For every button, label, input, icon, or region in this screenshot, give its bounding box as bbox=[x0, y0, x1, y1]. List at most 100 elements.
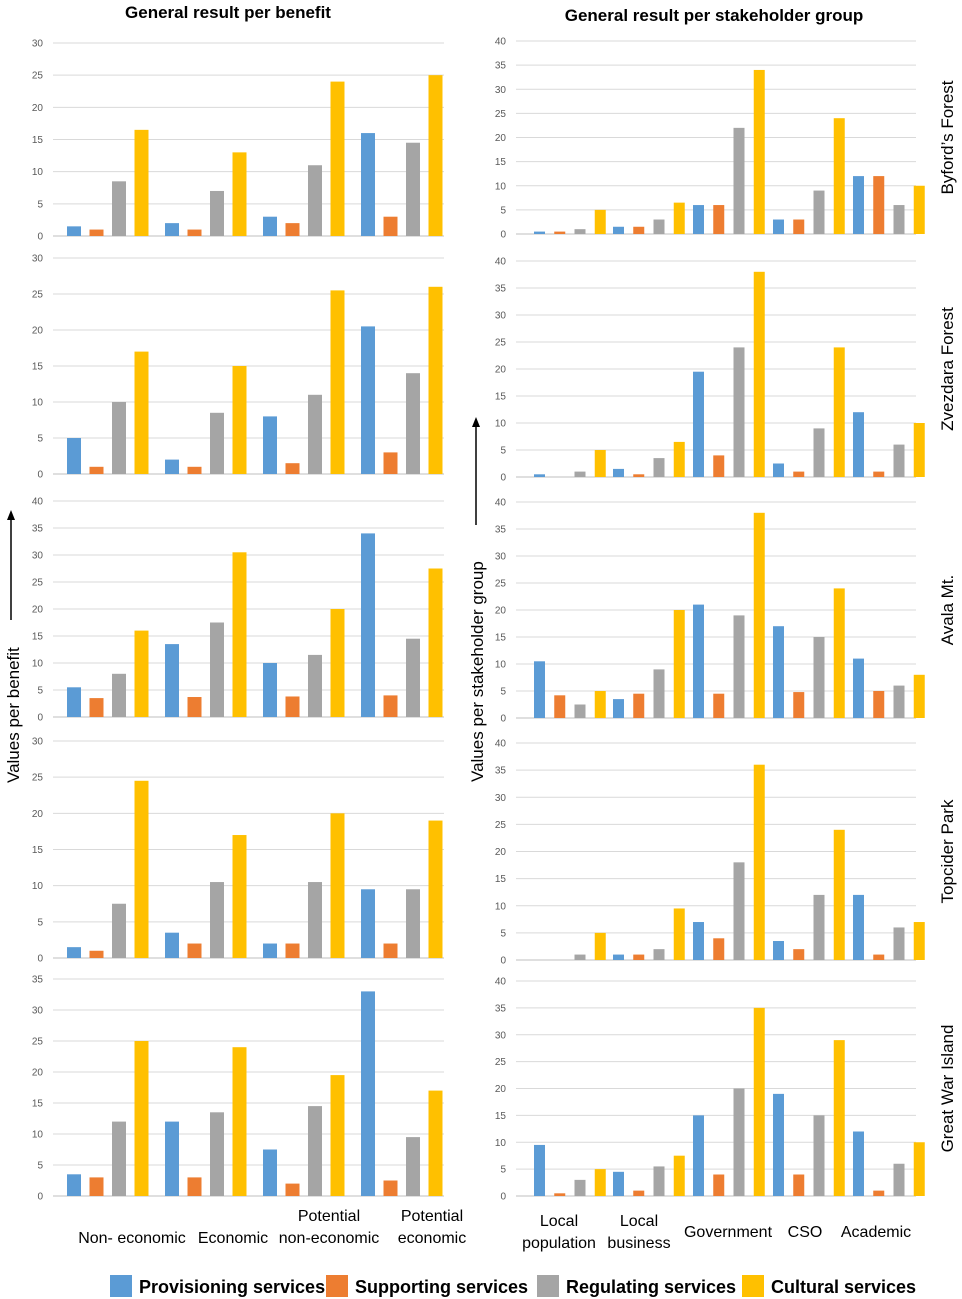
bar-right-0-s2-c4 bbox=[893, 205, 905, 234]
bar-right-4-s0-c0 bbox=[534, 1144, 545, 1196]
y-tick-label: 5 bbox=[37, 686, 43, 697]
y-tick-label: 20 bbox=[495, 365, 507, 376]
bar-left-3-s2-c1 bbox=[210, 882, 224, 958]
bar-right-4-s1-c3 bbox=[793, 1174, 805, 1196]
bar-right-3-s2-c2 bbox=[733, 862, 745, 960]
bar-right-2-s3-c2 bbox=[753, 512, 765, 718]
y-tick-label: 20 bbox=[32, 1068, 44, 1079]
y-tick-label: 5 bbox=[500, 205, 506, 216]
y-tick-label: 40 bbox=[495, 739, 507, 750]
y-tick-label: 30 bbox=[495, 1030, 507, 1041]
bar-right-4-s3-c4 bbox=[913, 1142, 925, 1196]
bar-right-1-s0-c2 bbox=[693, 371, 704, 477]
bar-right-4-s1-c1 bbox=[633, 1190, 645, 1196]
y-tick-label: 25 bbox=[495, 820, 507, 831]
bar-left-1-s1-c1 bbox=[187, 466, 202, 474]
y-tick-label: 10 bbox=[495, 660, 507, 671]
bar-right-3-s2-c0 bbox=[574, 954, 586, 960]
bar-right-0-s0-c0 bbox=[534, 231, 545, 234]
right-category-label: Academic bbox=[841, 1224, 911, 1241]
bar-left-0-s1-c1 bbox=[187, 229, 202, 236]
bar-left-3-s1-c2 bbox=[285, 943, 300, 958]
bar-right-0-s1-c4 bbox=[873, 176, 885, 234]
bar-right-4-s2-c0 bbox=[574, 1179, 586, 1196]
y-tick-label: 30 bbox=[32, 737, 44, 748]
y-tick-label: 10 bbox=[32, 881, 44, 892]
bar-right-1-s0-c0 bbox=[534, 474, 545, 477]
bar-left-1-s0-c2 bbox=[263, 416, 277, 474]
y-tick-label: 30 bbox=[495, 552, 507, 563]
bar-left-2-s1-c2 bbox=[285, 696, 300, 717]
y-tick-label: 20 bbox=[32, 326, 44, 337]
y-tick-label: 25 bbox=[32, 578, 44, 589]
bar-right-0-s1-c1 bbox=[633, 226, 645, 234]
bar-right-2-s1-c0 bbox=[554, 695, 566, 718]
left-category-label: Economic bbox=[198, 1230, 268, 1247]
site-label: Great War Island bbox=[938, 1025, 957, 1153]
bar-right-1-s1-c3 bbox=[793, 471, 805, 477]
legend-swatch bbox=[742, 1275, 764, 1297]
y-tick-label: 30 bbox=[495, 311, 507, 322]
bar-left-4-s2-c3 bbox=[406, 1137, 420, 1196]
y-tick-label: 25 bbox=[495, 1057, 507, 1068]
bar-right-4-s3-c1 bbox=[673, 1155, 685, 1196]
y-tick-label: 40 bbox=[495, 498, 507, 509]
bar-left-3-s2-c0 bbox=[112, 903, 126, 958]
bar-right-2-s3-c0 bbox=[594, 691, 606, 718]
bar-right-2-s2-c0 bbox=[574, 704, 586, 718]
legend-swatch bbox=[537, 1275, 559, 1297]
y-tick-label: 30 bbox=[32, 1006, 44, 1017]
bar-left-1-s1-c3 bbox=[383, 452, 398, 474]
bar-left-4-s3-c3 bbox=[428, 1090, 443, 1196]
y-tick-label: 30 bbox=[32, 551, 44, 562]
y-tick-label: 5 bbox=[500, 446, 506, 457]
bar-left-0-s1-c3 bbox=[383, 216, 398, 236]
bar-right-2-s1-c2 bbox=[713, 693, 725, 718]
bar-left-4-s0-c2 bbox=[263, 1149, 277, 1196]
bar-right-1-s2-c2 bbox=[733, 347, 745, 477]
legend-label: Cultural services bbox=[771, 1277, 916, 1297]
bar-right-3-s3-c3 bbox=[833, 829, 845, 960]
right-panel-2: 0 5 10 15 20 25 30 35 40 bbox=[495, 498, 925, 725]
bar-right-4-s0-c3 bbox=[773, 1093, 784, 1196]
bar-left-4-s0-c3 bbox=[361, 991, 375, 1196]
bar-right-2-s0-c1 bbox=[613, 699, 624, 718]
bar-left-3-s2-c3 bbox=[406, 889, 420, 958]
y-tick-label: 35 bbox=[495, 1003, 507, 1014]
legend-swatch bbox=[326, 1275, 348, 1297]
bar-right-4-s1-c0 bbox=[554, 1193, 566, 1196]
bar-left-0-s3-c1 bbox=[232, 152, 247, 236]
bar-left-3-s3-c1 bbox=[232, 835, 247, 958]
bar-right-0-s2-c3 bbox=[813, 190, 825, 234]
bar-left-2-s0-c0 bbox=[67, 687, 81, 717]
bar-right-3-s2-c4 bbox=[893, 927, 905, 960]
bar-right-0-s2-c2 bbox=[733, 127, 745, 234]
bar-right-2-s1-c1 bbox=[633, 693, 645, 718]
bar-right-3-s1-c1 bbox=[633, 954, 645, 960]
bar-left-1-s2-c2 bbox=[308, 394, 322, 474]
right-panel-4: 0 5 10 15 20 25 30 35 40 bbox=[495, 977, 925, 1203]
bar-right-0-s0-c3 bbox=[773, 219, 784, 234]
bar-right-2-s0-c4 bbox=[853, 658, 864, 718]
y-tick-label: 10 bbox=[495, 1138, 507, 1149]
y-tick-label: 25 bbox=[495, 109, 507, 120]
left-category-label: Potential non-economic bbox=[279, 1208, 380, 1247]
y-tick-label: 5 bbox=[500, 687, 506, 698]
bar-right-4-s1-c2 bbox=[713, 1174, 725, 1196]
bar-right-4-s1-c4 bbox=[873, 1190, 885, 1196]
bar-right-1-s0-c1 bbox=[613, 468, 624, 477]
bar-right-4-s3-c0 bbox=[594, 1169, 606, 1196]
y-tick-label: 40 bbox=[495, 977, 507, 988]
y-tick-label: 0 bbox=[37, 954, 43, 965]
y-tick-label: 10 bbox=[495, 181, 507, 192]
bar-right-2-s1-c4 bbox=[873, 691, 885, 718]
left-panel-0: 0 5 10 15 20 25 30 bbox=[32, 39, 444, 243]
bar-right-2-s2-c2 bbox=[733, 615, 745, 718]
bar-right-1-s2-c0 bbox=[574, 471, 586, 477]
bar-left-1-s0-c1 bbox=[165, 459, 179, 474]
y-tick-label: 10 bbox=[495, 901, 507, 912]
y-tick-label: 35 bbox=[495, 284, 507, 295]
bar-right-4-s3-c3 bbox=[833, 1040, 845, 1196]
y-tick-label: 10 bbox=[32, 398, 44, 409]
bar-right-0-s3-c2 bbox=[753, 69, 765, 234]
